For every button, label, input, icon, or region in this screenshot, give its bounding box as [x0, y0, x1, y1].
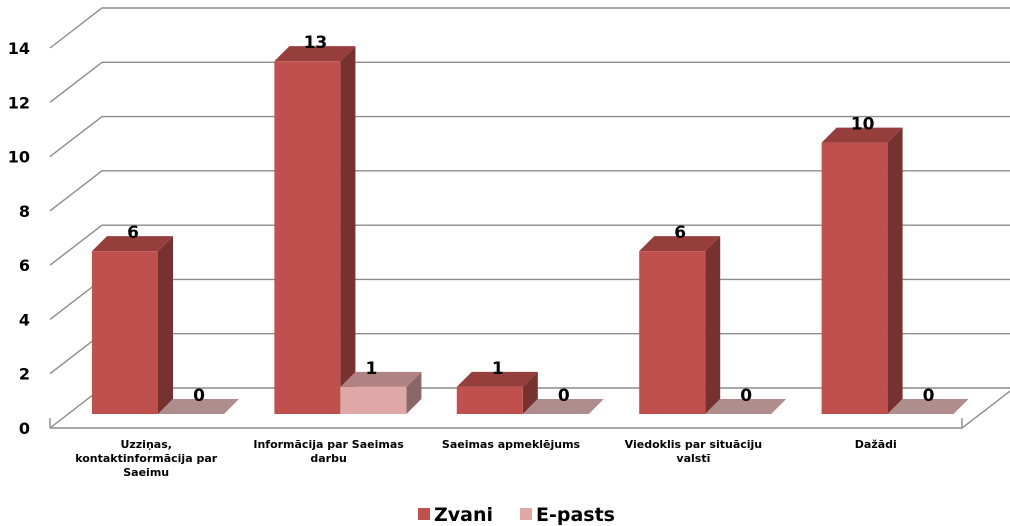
bar-side: [887, 127, 903, 415]
y-tick-label-8: 8: [19, 202, 30, 221]
y-tick-labels: 0 2 4 6 8 10 12 14: [8, 39, 30, 438]
gridline-12: [49, 61, 1010, 103]
category-label-2: Saeimas apmeklējums: [442, 438, 581, 451]
y-tick-label-10: 10: [8, 148, 30, 167]
data-label-Zvani-1: 13: [304, 33, 328, 53]
category-label-line: valstī: [676, 452, 710, 465]
legend: Zvani E-pasts: [418, 504, 615, 526]
bar-E-pasts-0: [158, 399, 239, 414]
gridline-8: [49, 170, 1010, 212]
y-tick-label-4: 4: [19, 310, 30, 329]
y-tick-label-6: 6: [19, 256, 30, 275]
bar-top: [456, 371, 538, 387]
bar-front: [456, 386, 523, 414]
legend-swatch-Zvani: [418, 508, 430, 520]
legend-label-Zvani: Zvani: [434, 504, 493, 526]
category-label-line: Uzziņas,: [120, 438, 172, 451]
bar-E-pasts-1: [340, 371, 422, 414]
data-label-E-pasts-2: 0: [558, 386, 570, 406]
y-tick-label-2: 2: [19, 365, 30, 384]
y-tick-label-12: 12: [8, 93, 30, 112]
bar-Zvani-2: [456, 371, 538, 414]
bar-flat: [522, 399, 604, 414]
data-label-Zvani-3: 6: [674, 223, 686, 243]
category-label-3: Viedoklis par situāciju valstī: [625, 438, 763, 465]
bar-flat: [158, 399, 239, 414]
bar-side: [522, 371, 538, 414]
bar-side: [340, 46, 356, 415]
data-label-E-pasts-4: 0: [923, 386, 935, 406]
bar-top: [639, 236, 721, 252]
category-label-line: Saeimu: [123, 466, 169, 479]
y-tick-label-14: 14: [8, 39, 30, 58]
gridline-10: [49, 115, 1010, 158]
bar-Zvani-3: [639, 236, 721, 414]
gridline-6: [49, 224, 1010, 266]
category-label-line: kontaktinformācija par: [75, 452, 218, 465]
bar-top: [340, 371, 422, 387]
bar-flat: [705, 399, 787, 414]
gridline-14: [49, 7, 1010, 49]
bar-Zvani-0: [92, 236, 173, 414]
data-label-E-pasts-0: 0: [193, 386, 205, 406]
legend-swatch-E-pasts: [520, 508, 532, 520]
bar-E-pasts-3: [705, 399, 787, 414]
category-label-line: Informācija par Saeimas: [253, 438, 404, 451]
bar-front: [639, 251, 706, 414]
category-label-0: Uzziņas, kontaktinformācija par Saeimu: [75, 438, 218, 479]
category-label-line: darbu: [310, 452, 346, 465]
bar-Zvani-4: [821, 127, 903, 415]
category-label-line: Saeimas apmeklējums: [442, 438, 581, 451]
bar-E-pasts-2: [522, 399, 604, 414]
bar-side: [705, 236, 721, 414]
y-tick-label-0: 0: [19, 419, 30, 438]
bar-flat: [887, 399, 969, 414]
bar-top: [274, 46, 356, 62]
bar-front: [274, 61, 341, 415]
category-label-1: Informācija par Saeimas darbu: [253, 438, 404, 465]
bar-top: [821, 127, 903, 143]
bar-front: [92, 251, 158, 414]
legend-label-E-pasts: E-pasts: [536, 504, 615, 526]
bar-side: [158, 236, 173, 414]
category-label-4: Dažādi: [855, 438, 897, 451]
bar-E-pasts-4: [887, 399, 969, 414]
data-label-E-pasts-1: 1: [365, 359, 377, 379]
data-label-Zvani-0: 6: [127, 223, 139, 243]
data-label-Zvani-2: 1: [492, 359, 504, 379]
data-label-E-pasts-3: 0: [740, 386, 752, 406]
bar-top: [92, 236, 173, 252]
data-label-Zvani-4: 10: [851, 115, 875, 135]
bars: [92, 46, 969, 415]
bar-front: [340, 386, 407, 414]
bar-Zvani-1: [274, 46, 356, 415]
bar-side: [406, 371, 422, 414]
bar-front: [821, 142, 888, 415]
category-label-line: Viedoklis par situāciju: [625, 438, 763, 451]
category-label-line: Dažādi: [855, 438, 897, 451]
